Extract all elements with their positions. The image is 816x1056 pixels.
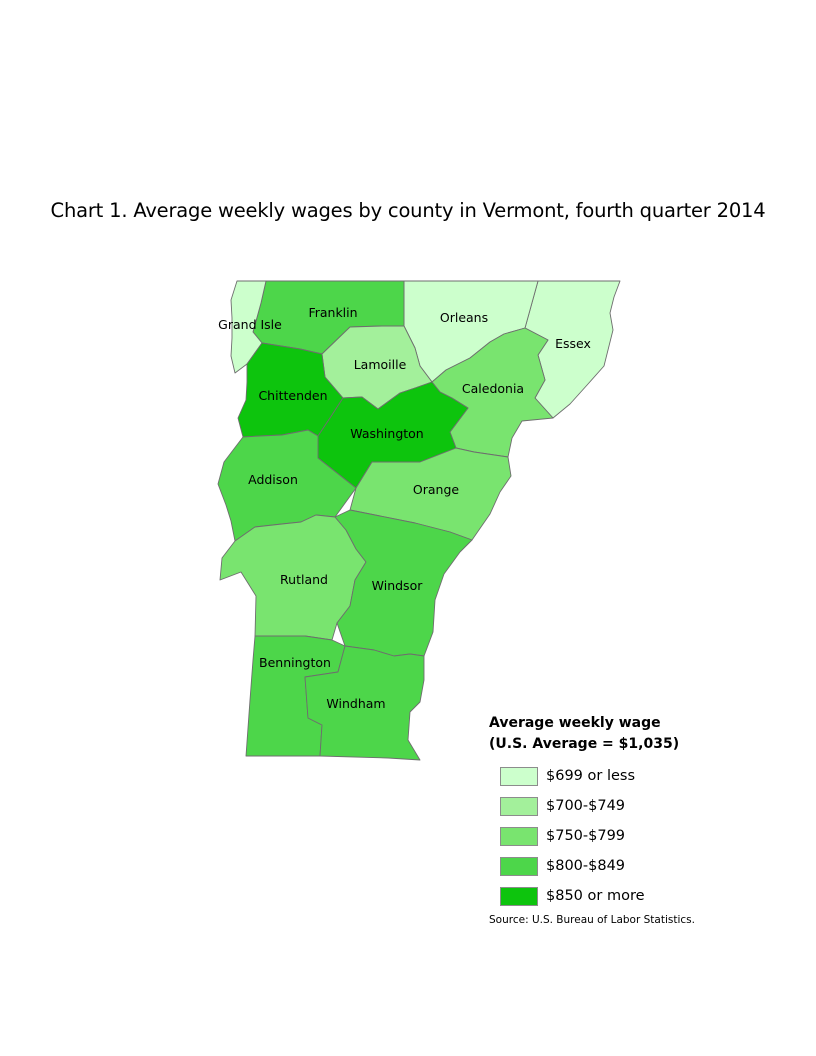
legend-item: $700-$749 [489, 791, 749, 821]
legend-item: $699 or less [489, 761, 749, 791]
label-windham: Windham [326, 696, 385, 711]
legend-item: $750-$799 [489, 821, 749, 851]
legend-swatch [500, 766, 538, 786]
label-windsor: Windsor [372, 578, 424, 593]
legend-swatch [500, 886, 538, 906]
legend-label: $850 or more [546, 888, 645, 904]
label-orange: Orange [413, 482, 459, 497]
label-lamoille: Lamoille [354, 357, 407, 372]
legend-items: $699 or less $700-$749 $750-$799 $800-$8… [489, 761, 749, 911]
legend-title-line2: (U.S. Average = $1,035) [489, 736, 680, 752]
legend-title-line1: Average weekly wage [489, 715, 661, 731]
legend-label: $700-$749 [546, 798, 626, 814]
label-caledonia: Caledonia [462, 381, 524, 396]
legend-label: $699 or less [546, 768, 636, 784]
label-franklin: Franklin [308, 305, 357, 320]
legend-swatch [500, 826, 538, 846]
legend-item: $800-$849 [489, 851, 749, 881]
label-bennington: Bennington [259, 655, 331, 670]
chart-title: Chart 1. Average weekly wages by county … [50, 199, 766, 222]
label-addison: Addison [248, 472, 298, 487]
legend-item: $850 or more [489, 881, 749, 911]
legend-title: Average weekly wage (U.S. Average = $1,0… [489, 713, 749, 755]
legend-swatch [500, 856, 538, 876]
county-grand-isle[interactable] [230, 280, 267, 374]
label-washington: Washington [350, 426, 423, 441]
label-grand-isle: Grand Isle [218, 317, 282, 332]
label-essex: Essex [555, 336, 591, 351]
legend: Average weekly wage (U.S. Average = $1,0… [489, 713, 749, 911]
legend-label: $800-$849 [546, 858, 626, 874]
label-rutland: Rutland [280, 572, 328, 587]
label-chittenden: Chittenden [258, 388, 327, 403]
source-note: Source: U.S. Bureau of Labor Statistics. [489, 914, 695, 926]
legend-swatch [500, 796, 538, 816]
county-windham[interactable] [304, 645, 425, 761]
label-orleans: Orleans [440, 310, 488, 325]
legend-label: $750-$799 [546, 828, 626, 844]
